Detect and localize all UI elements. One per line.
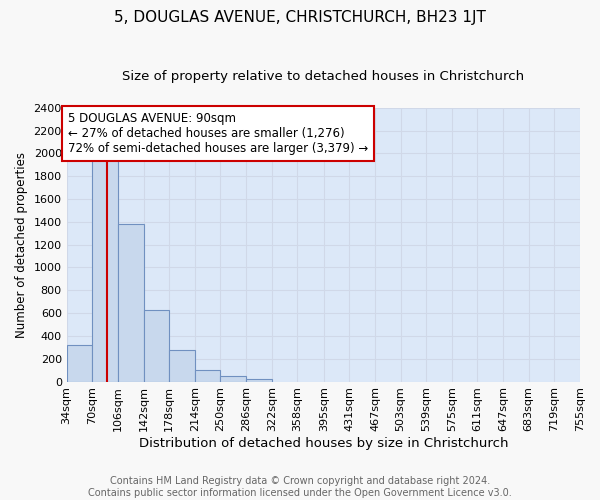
Text: 5 DOUGLAS AVENUE: 90sqm
← 27% of detached houses are smaller (1,276)
72% of semi: 5 DOUGLAS AVENUE: 90sqm ← 27% of detache… — [68, 112, 368, 156]
Text: 5, DOUGLAS AVENUE, CHRISTCHURCH, BH23 1JT: 5, DOUGLAS AVENUE, CHRISTCHURCH, BH23 1J… — [114, 10, 486, 25]
Bar — [169, 350, 195, 382]
Bar — [143, 310, 169, 382]
Bar — [92, 159, 118, 382]
Bar — [67, 345, 92, 382]
X-axis label: Distribution of detached houses by size in Christchurch: Distribution of detached houses by size … — [139, 437, 508, 450]
Y-axis label: Number of detached properties: Number of detached properties — [15, 152, 28, 338]
Bar — [220, 376, 246, 382]
Bar — [118, 224, 143, 382]
Title: Size of property relative to detached houses in Christchurch: Size of property relative to detached ho… — [122, 70, 524, 83]
Text: Contains HM Land Registry data © Crown copyright and database right 2024.
Contai: Contains HM Land Registry data © Crown c… — [88, 476, 512, 498]
Bar — [246, 378, 272, 382]
Bar — [195, 370, 220, 382]
